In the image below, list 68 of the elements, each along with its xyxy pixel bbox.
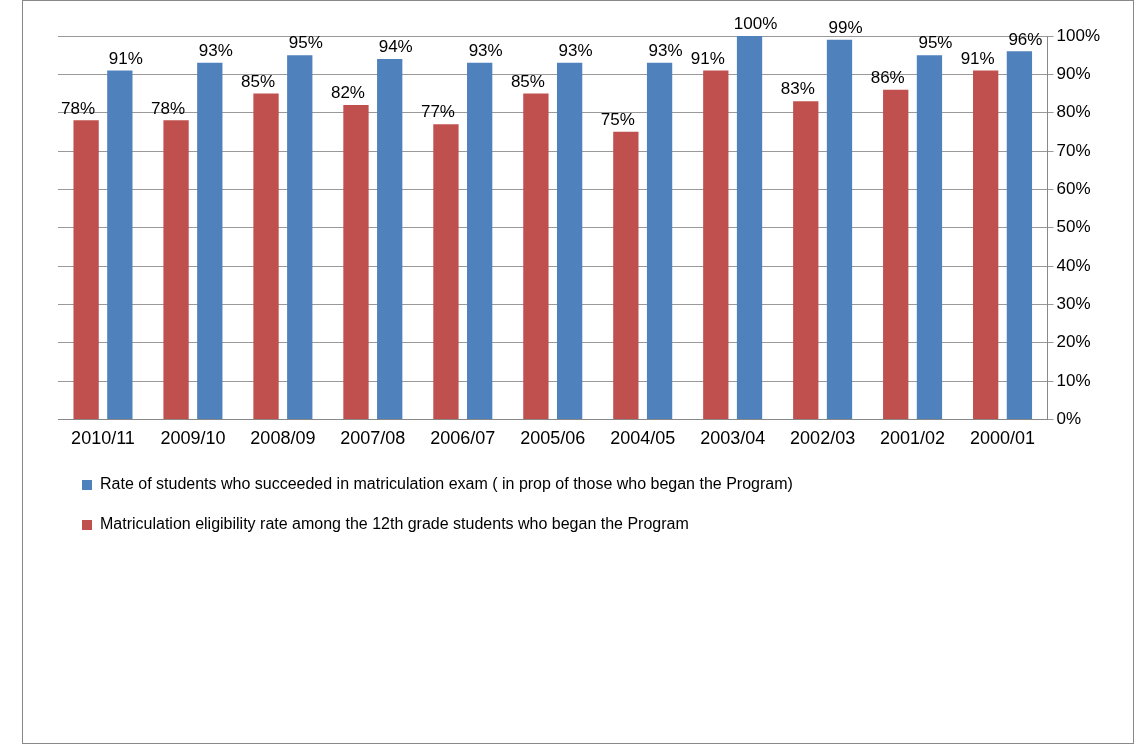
bar — [287, 55, 313, 419]
x-tick-label: 2000/01 — [970, 428, 1036, 449]
legend-label: Rate of students who succeeded in matriculation exam ( in prop of those who began the Program) — [100, 475, 793, 493]
bar — [163, 120, 189, 419]
y-tick-label: 100% — [1056, 25, 1100, 45]
bar — [377, 59, 403, 419]
y-tick-label: 20% — [1056, 332, 1091, 352]
x-tick-label: 2009/10 — [160, 428, 226, 449]
data-label: 77% — [420, 102, 455, 122]
data-label: 93% — [558, 41, 593, 61]
data-label: 95% — [288, 33, 323, 53]
data-label: 91% — [690, 48, 725, 68]
bar — [107, 70, 133, 419]
data-label: 96% — [1008, 29, 1043, 49]
bar — [736, 36, 763, 419]
x-tick-label: 2006/07 — [430, 428, 496, 449]
data-label: 95% — [918, 33, 953, 53]
bar — [973, 70, 999, 419]
x-tick-label: 2002/03 — [790, 428, 856, 449]
data-label: 83% — [780, 79, 815, 99]
data-label: 93% — [468, 41, 503, 61]
x-tick-label: 2005/06 — [520, 428, 586, 449]
x-tick-label: 2001/02 — [880, 428, 946, 449]
data-label: 93% — [198, 41, 233, 61]
data-label: 91% — [960, 48, 995, 68]
data-label: 99% — [828, 18, 863, 38]
data-label: 78% — [151, 98, 186, 118]
data-label: 85% — [510, 71, 545, 91]
bar — [916, 55, 943, 419]
bar — [646, 62, 673, 419]
x-tick-label: 2004/05 — [610, 428, 676, 449]
x-tick-label: 2007/08 — [340, 428, 406, 449]
bar — [883, 89, 909, 419]
bar — [703, 70, 729, 419]
y-tick-label: 70% — [1056, 140, 1091, 160]
data-label: 94% — [378, 37, 413, 57]
bar — [826, 39, 853, 419]
legend-label: Matriculation eligibility rate among the 12th grade students who began the Program — [100, 515, 689, 533]
bar — [73, 120, 99, 419]
bar — [343, 105, 369, 419]
y-tick-label: 90% — [1056, 64, 1091, 84]
bar — [793, 101, 819, 419]
data-label: 86% — [870, 67, 905, 87]
data-label: 78% — [61, 98, 96, 118]
data-label: 82% — [330, 83, 365, 103]
bar — [433, 124, 459, 419]
bar — [197, 62, 223, 419]
bar — [253, 93, 279, 419]
y-tick-label: 0% — [1056, 409, 1082, 429]
y-tick-label: 80% — [1056, 102, 1091, 122]
data-label: 100% — [733, 14, 778, 34]
y-tick-label: 50% — [1056, 217, 1091, 237]
bar — [523, 93, 549, 419]
data-label: 91% — [108, 48, 143, 68]
y-tick-label: 10% — [1056, 370, 1091, 390]
bar — [613, 131, 639, 419]
data-label: 85% — [241, 71, 276, 91]
y-tick-label: 60% — [1056, 179, 1091, 199]
bar — [1006, 51, 1033, 419]
x-tick-label: 2010/11 — [71, 428, 135, 449]
bar — [467, 62, 493, 419]
data-label: 93% — [648, 41, 683, 61]
data-label: 75% — [600, 110, 635, 130]
x-tick-label: 2003/04 — [700, 428, 766, 449]
x-tick-label: 2008/09 — [250, 428, 316, 449]
y-tick-label: 40% — [1056, 255, 1091, 275]
bar — [556, 62, 583, 419]
y-tick-label: 30% — [1056, 294, 1091, 314]
